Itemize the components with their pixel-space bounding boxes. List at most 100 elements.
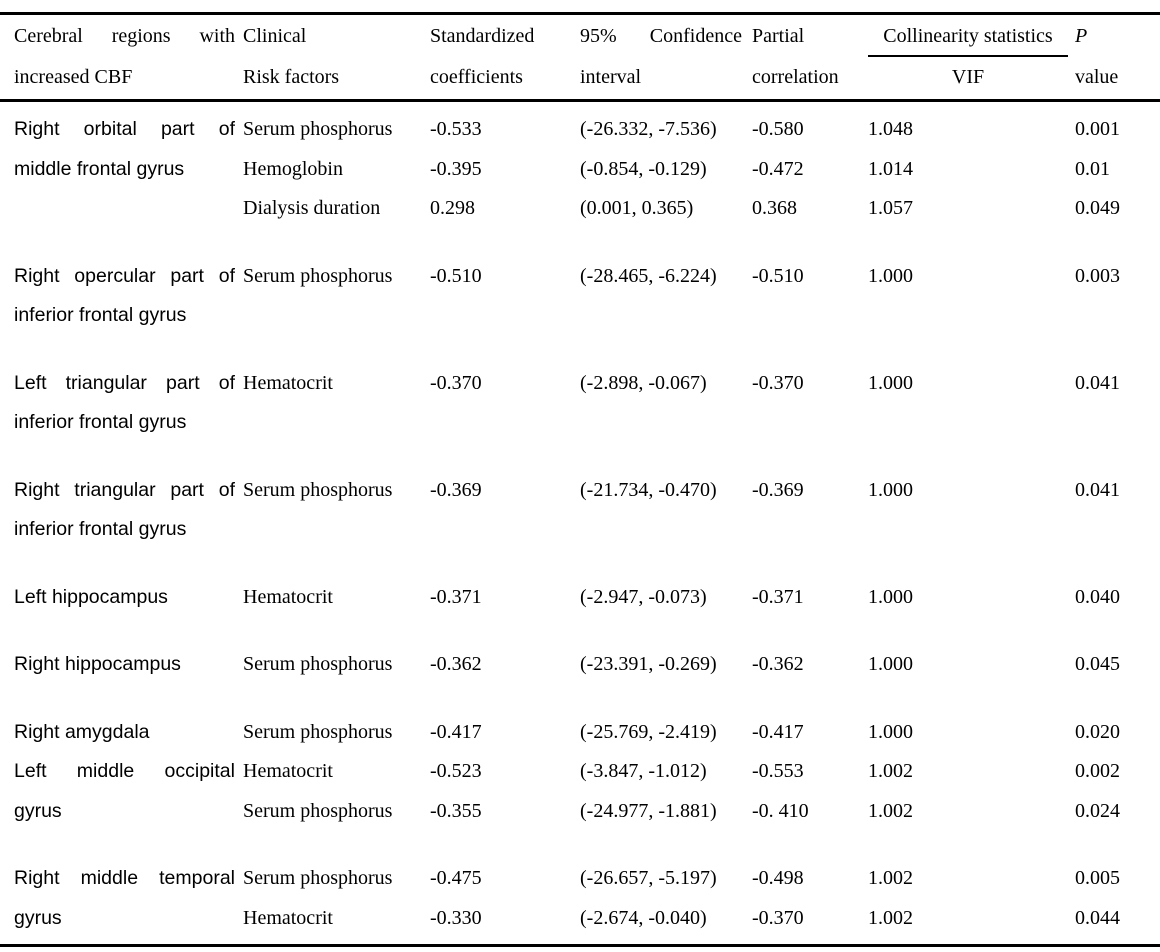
region-line: Right orbital part of	[14, 118, 235, 140]
vif-cell: 1.002	[868, 799, 913, 822]
std-coef-col: -0.475 -0.330	[430, 859, 580, 938]
partial-corr-col: -0.498 -0.370	[752, 859, 868, 938]
p-value-col: 0.005 0.044	[1075, 859, 1160, 938]
ci-cell: (-23.391, -0.269)	[580, 653, 717, 675]
header-partial-line2: correlation	[752, 66, 839, 88]
partial-corr-cell: 0.368	[752, 197, 797, 219]
region-line: inferior frontal gyrus	[14, 518, 187, 540]
region-line: Left middle occipital	[14, 760, 235, 782]
p-value-cell: 0.001	[1075, 118, 1120, 140]
partial-corr-col: -0.417 -0.553 -0. 410	[752, 713, 868, 832]
header-risk-line2: Risk factors	[243, 66, 340, 88]
risk-factor-cell: Hematocrit	[243, 906, 333, 929]
region-line: gyrus	[14, 799, 62, 822]
partial-corr-cell: -0.472	[752, 157, 804, 180]
header-region-line2: increased CBF	[14, 66, 133, 88]
table-block: Left hippocampus Hematocrit -0.371 (-2.9…	[14, 578, 1160, 618]
table-block: Right middle temporal gyrus Serum phosph…	[14, 859, 1160, 938]
risk-factor-col: Serum phosphorus	[243, 257, 430, 336]
header-region-line1: Cerebral regions with	[14, 25, 235, 47]
risk-factor-cell: Hematocrit	[243, 585, 333, 608]
risk-factor-cell: Serum phosphorus	[243, 264, 393, 287]
header-coef-line2: coefficients	[430, 66, 523, 88]
region-line: Right hippocampus	[14, 653, 181, 675]
ci-col: (-26.657, -5.197) (-2.674, -0.040)	[580, 859, 752, 938]
ci-cell: (0.001, 0.365)	[580, 197, 694, 219]
p-value-cell: 0.002	[1075, 760, 1120, 782]
std-coef-cell: -0.371	[430, 585, 482, 608]
std-coef-col: -0.362	[430, 645, 580, 685]
p-value-cell: 0.020	[1075, 720, 1120, 743]
risk-factor-col: Serum phosphorus Hemoglobin Dialysis dur…	[243, 110, 430, 229]
vif-col: 1.000	[868, 578, 1075, 618]
header-partial-cell: Partial correlation	[752, 16, 868, 98]
table-block: Left triangular part of inferior frontal…	[14, 364, 1160, 443]
p-value-cell: 0.003	[1075, 264, 1120, 287]
table-block: Right amygdala Left middle occipital gyr…	[14, 713, 1160, 832]
vif-cell: 1.002	[868, 760, 913, 782]
ci-col: (-26.332, -7.536) (-0.854, -0.129) (0.00…	[580, 110, 752, 229]
risk-factor-col: Serum phosphorus Hematocrit	[243, 859, 430, 938]
header-pvalue-cell: P value	[1075, 16, 1160, 98]
ci-col: (-21.734, -0.470)	[580, 471, 752, 550]
risk-factor-cell: Serum phosphorus	[243, 653, 393, 675]
table-block: Right hippocampus Serum phosphorus -0.36…	[14, 645, 1160, 685]
risk-factor-col: Serum phosphorus Hematocrit Serum phosph…	[243, 713, 430, 832]
partial-corr-col: -0.510	[752, 257, 868, 336]
partial-corr-cell: -0.370	[752, 906, 804, 929]
region-line: Left triangular part of	[14, 371, 235, 394]
table-block: Right orbital part of middle frontal gyr…	[14, 110, 1160, 229]
region-cell: Right opercular part of inferior frontal…	[14, 257, 243, 336]
p-value-cell: 0.040	[1075, 585, 1120, 608]
vif-cell: 1.002	[868, 867, 913, 889]
region-cell: Right hippocampus	[14, 645, 243, 685]
partial-corr-cell: -0. 410	[752, 799, 809, 822]
region-line: inferior frontal gyrus	[14, 304, 187, 326]
vif-col: 1.002 1.002	[868, 859, 1075, 938]
partial-corr-col: -0.362	[752, 645, 868, 685]
header-coef-line1: Standardized	[430, 25, 535, 47]
p-value-cell: 0.045	[1075, 653, 1120, 675]
std-coef-col: -0.369	[430, 471, 580, 550]
table-block: Right opercular part of inferior frontal…	[14, 257, 1160, 336]
ci-cell: (-21.734, -0.470)	[580, 478, 717, 501]
ci-cell: (-2.674, -0.040)	[580, 906, 707, 929]
risk-factor-cell: Serum phosphorus	[243, 867, 393, 889]
ci-cell: (-3.847, -1.012)	[580, 760, 707, 782]
partial-corr-cell: -0.371	[752, 585, 804, 608]
vif-cell: 1.000	[868, 653, 913, 675]
header-risk-cell: Clinical Risk factors	[243, 16, 430, 98]
std-coef-cell: -0.362	[430, 653, 482, 675]
ci-cell: (-25.769, -2.419)	[580, 720, 717, 743]
region-cell: Right amygdala Left middle occipital gyr…	[14, 713, 243, 832]
std-coef-cell: -0.369	[430, 478, 482, 501]
p-value-cell: 0.024	[1075, 799, 1120, 822]
risk-factor-cell: Hemoglobin	[243, 157, 343, 180]
vif-cell: 1.000	[868, 264, 913, 287]
vif-col: 1.000 1.002 1.002	[868, 713, 1075, 832]
region-line: gyrus	[14, 906, 62, 929]
region-line: Right triangular part of	[14, 478, 235, 501]
header-vif-label: VIF	[951, 66, 985, 88]
vif-cell: 1.057	[868, 197, 913, 219]
std-coef-cell: -0.330	[430, 906, 482, 929]
region-line: Left hippocampus	[14, 585, 168, 608]
std-coef-cell: 0.298	[430, 197, 475, 219]
partial-corr-cell: -0.580	[752, 118, 804, 140]
partial-corr-cell: -0.510	[752, 264, 804, 287]
partial-corr-cell: -0.369	[752, 478, 804, 501]
std-coef-cell: -0.417	[430, 720, 482, 743]
p-value-cell: 0.01	[1075, 157, 1110, 180]
risk-factor-cell: Hematocrit	[243, 371, 333, 394]
p-value-col: 0.041	[1075, 364, 1160, 443]
vif-cell: 1.048	[868, 118, 913, 140]
partial-corr-cell: -0.417	[752, 720, 804, 743]
vif-col: 1.000	[868, 257, 1075, 336]
vif-col: 1.000	[868, 645, 1075, 685]
p-value-col: 0.020 0.002 0.024	[1075, 713, 1160, 832]
header-ci-line2: interval	[580, 66, 642, 88]
std-coef-col: -0.417 -0.523 -0.355	[430, 713, 580, 832]
partial-corr-col: -0.369	[752, 471, 868, 550]
region-cell: Left triangular part of inferior frontal…	[14, 364, 243, 443]
ci-cell: (-2.898, -0.067)	[580, 371, 707, 394]
